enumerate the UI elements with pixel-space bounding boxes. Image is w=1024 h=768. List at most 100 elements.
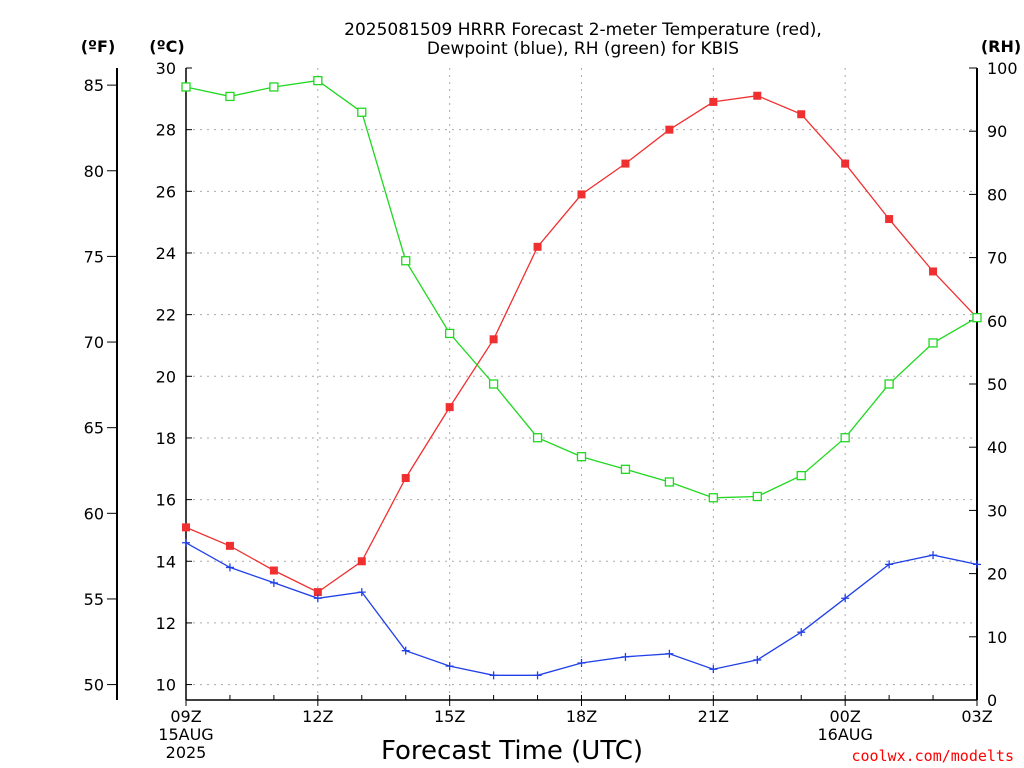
temperature-point	[797, 110, 806, 119]
celsius-tick-label: 28	[156, 121, 176, 140]
fahrenheit-tick-label: 50	[84, 676, 104, 695]
dewpoint-point	[973, 560, 981, 569]
dewpoint-point	[753, 655, 762, 664]
celsius-tick-label: 20	[156, 367, 176, 386]
fahrenheit-tick-label: 60	[84, 504, 104, 523]
temperature-point	[533, 242, 542, 251]
series-temperature	[182, 91, 981, 597]
celsius-tick-label: 22	[156, 306, 176, 325]
dewpoint-point	[445, 662, 454, 671]
dewpoint-point	[665, 649, 674, 658]
temperature-point	[269, 566, 278, 575]
x-tick-label: 21Z	[698, 707, 729, 726]
x-tick-label: 15Z	[434, 707, 465, 726]
dewpoint-point	[401, 646, 410, 655]
rh-point	[752, 491, 762, 502]
chart-title: 2025081509 HRRR Forecast 2-meter Tempera…	[344, 20, 822, 59]
rh-point	[532, 433, 543, 443]
dewpoint-point	[357, 588, 366, 597]
dewpoint-point	[489, 671, 498, 680]
dewpoint-point	[929, 551, 938, 560]
temperature-point	[753, 91, 762, 100]
dewpoint-point	[313, 594, 322, 603]
rh-point	[269, 82, 279, 92]
dewpoint-point	[182, 538, 190, 547]
fahrenheit-axis: 50 55 60 65 70 75 80 85	[84, 76, 117, 695]
rh-tick-label: 50	[987, 375, 1007, 394]
celsius-tick-label: 24	[156, 244, 176, 263]
temperature-point	[709, 97, 718, 106]
dewpoint-point	[533, 671, 542, 680]
chart-title-line-2: Dewpoint (blue), RH (green) for KBIS	[427, 39, 739, 59]
grid	[186, 68, 977, 700]
celsius-tick-label: 18	[156, 429, 176, 448]
rh-point	[664, 477, 675, 487]
series-rh	[181, 75, 982, 503]
rh-point	[181, 82, 191, 92]
rh-point	[357, 107, 367, 117]
temperature-point	[401, 474, 410, 483]
rh-tick-label: 100	[987, 59, 1018, 78]
fahrenheit-tick-label: 70	[84, 333, 104, 352]
rh-point	[401, 256, 411, 266]
temperature-point	[577, 190, 586, 199]
fahrenheit-tick-label: 75	[84, 247, 104, 266]
rh-tick-label: 10	[987, 628, 1007, 647]
fahrenheit-unit-label: (ºF)	[81, 37, 116, 56]
rh-tick-label: 40	[987, 438, 1007, 457]
celsius-tick-label: 12	[156, 614, 176, 633]
rh-point	[445, 328, 455, 339]
rh-tick-label: 60	[987, 312, 1007, 331]
rh-point	[576, 452, 587, 462]
x-tick-label: 16AUG	[817, 725, 872, 744]
chart-title-line-1: 2025081509 HRRR Forecast 2-meter Tempera…	[344, 20, 822, 40]
x-tick-label: 03Z	[961, 707, 992, 726]
rh-point	[225, 91, 235, 102]
temperature-point	[182, 523, 190, 532]
dewpoint-point	[621, 652, 630, 661]
source-credit: coolwx.com/modelts	[851, 747, 1014, 765]
x-tick-label: 15AUG	[158, 725, 213, 744]
x-tick-label: 00Z	[830, 707, 861, 726]
temperature-point	[621, 159, 630, 168]
celsius-tick-label: 14	[156, 552, 176, 571]
fahrenheit-tick-label: 65	[84, 419, 104, 438]
series-line-rh	[185, 79, 978, 499]
rh-point	[620, 464, 631, 474]
temperature-point	[313, 588, 322, 597]
x-tick-label: 2025	[166, 743, 207, 762]
x-tick-label: 09Z	[170, 707, 201, 726]
celsius-tick-label: 16	[156, 491, 176, 510]
temperature-point	[357, 557, 366, 566]
rh-tick-label: 20	[987, 565, 1007, 584]
series-layer	[181, 75, 982, 680]
rh-axis: 0 10 20 30 40 50 60 70 80 90 100	[969, 59, 1018, 710]
celsius-unit-label: (ºC)	[149, 37, 184, 56]
rh-tick-label: 90	[987, 122, 1007, 141]
celsius-tick-label: 26	[156, 182, 176, 201]
celsius-tick-label: 30	[156, 59, 176, 78]
x-tick-label: 12Z	[302, 707, 333, 726]
series-line-dewpoint	[185, 542, 978, 676]
rh-point	[796, 470, 806, 481]
celsius-tick-label: 10	[156, 676, 176, 695]
fahrenheit-tick-label: 55	[84, 590, 104, 609]
rh-tick-label: 70	[987, 249, 1007, 268]
rh-point	[488, 379, 499, 389]
rh-point	[708, 493, 718, 503]
celsius-axis: 10 12 14 16 18 20 22 24 26 28 30	[156, 59, 192, 695]
x-axis-title: Forecast Time (UTC)	[381, 736, 643, 766]
rh-point	[840, 433, 850, 443]
temperature-point	[225, 541, 234, 550]
x-tick-label: 18Z	[566, 707, 597, 726]
temperature-point	[489, 335, 498, 344]
temperature-point	[445, 403, 454, 412]
dewpoint-point	[841, 594, 850, 603]
rh-point	[928, 338, 938, 348]
rh-tick-label: 30	[987, 501, 1007, 520]
rh-point	[313, 75, 323, 86]
fahrenheit-tick-label: 80	[84, 162, 104, 181]
temperature-point	[665, 125, 674, 134]
temperature-point	[885, 215, 894, 224]
